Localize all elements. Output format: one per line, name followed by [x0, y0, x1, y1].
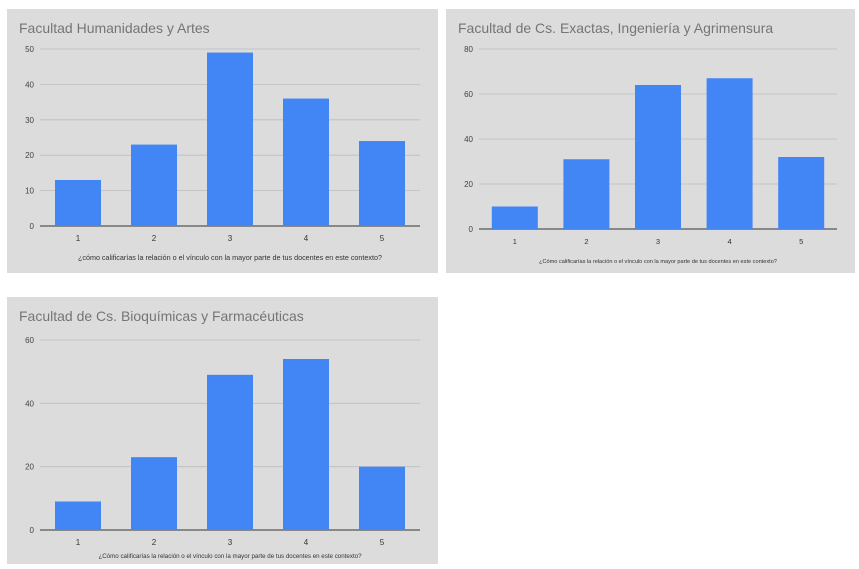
bar [131, 457, 177, 530]
y-tick-label: 40 [25, 80, 34, 89]
y-tick-label: 80 [464, 45, 473, 54]
y-tick-label: 0 [469, 225, 474, 234]
x-tick-label: 4 [728, 237, 732, 246]
y-tick-label: 60 [464, 90, 473, 99]
x-tick-label: 1 [76, 538, 81, 547]
y-tick-label: 20 [25, 151, 34, 160]
x-tick-label: 3 [228, 234, 233, 243]
x-axis-label: ¿Cómo calificarías la relación o el vínc… [98, 553, 362, 560]
bar [359, 466, 405, 530]
chart-title: Facultad de Cs. Bioquímicas y Farmacéuti… [19, 308, 304, 324]
bar-chart: 0 20 40 60 1 2 3 4 5 ¿Cómo calificarías la relaci… [25, 336, 420, 560]
x-tick-label: 2 [152, 538, 157, 547]
x-tick-label: 3 [228, 538, 233, 547]
y-tick-label: 40 [25, 399, 34, 408]
chart-title: Facultad Humanidades y Artes [19, 20, 210, 36]
y-tick-label: 60 [25, 336, 34, 345]
y-tick-label: 40 [464, 135, 473, 144]
y-tick-label: 0 [30, 222, 35, 231]
chart-panel-exactas: Facultad de Cs. Exactas, Ingeniería y Ag… [446, 9, 855, 273]
bar [283, 98, 329, 226]
bar [706, 78, 753, 229]
x-tick-label: 3 [656, 237, 660, 246]
y-tick-label: 20 [464, 180, 473, 189]
y-tick-label: 20 [25, 463, 34, 472]
x-tick-label: 1 [513, 237, 517, 246]
x-tick-label: 2 [152, 234, 157, 243]
bar [131, 144, 177, 226]
x-tick-label: 2 [584, 237, 588, 246]
bar [207, 374, 253, 530]
x-tick-label: 5 [380, 234, 385, 243]
x-axis-label: ¿cómo calificarías la relación o el vínc… [78, 253, 382, 262]
chart-panel-bioquimicas: Facultad de Cs. Bioquímicas y Farmacéuti… [7, 297, 438, 564]
x-tick-label: 4 [304, 234, 309, 243]
x-tick-label: 5 [799, 237, 803, 246]
x-tick-label: 4 [304, 538, 309, 547]
bar [491, 206, 538, 229]
x-tick-label: 1 [76, 234, 81, 243]
chart-panel-humanidades: Facultad Humanidades y Artes 0 10 20 30 40 50… [7, 9, 438, 273]
bar-chart: 0 20 40 60 80 1 2 3 4 5 ¿Cómo calificarías la rela… [464, 45, 837, 265]
bar [55, 501, 101, 530]
bar [635, 85, 681, 229]
bar-chart: 0 10 20 30 40 50 1 2 3 4 5 ¿cómo calificarías la re… [25, 45, 420, 262]
bar [359, 141, 405, 226]
chart-title: Facultad de Cs. Exactas, Ingeniería y Ag… [458, 20, 774, 36]
y-tick-label: 0 [30, 526, 35, 535]
x-tick-label: 5 [380, 538, 385, 547]
y-tick-label: 50 [25, 45, 34, 54]
bar [283, 359, 329, 530]
bar [563, 159, 610, 229]
x-axis-label: ¿Cómo calificarías la relación o el vínc… [539, 259, 777, 265]
bar [55, 179, 101, 226]
bar [207, 52, 253, 226]
y-tick-label: 30 [25, 116, 34, 125]
y-tick-label: 10 [25, 187, 34, 196]
bar [778, 157, 825, 229]
